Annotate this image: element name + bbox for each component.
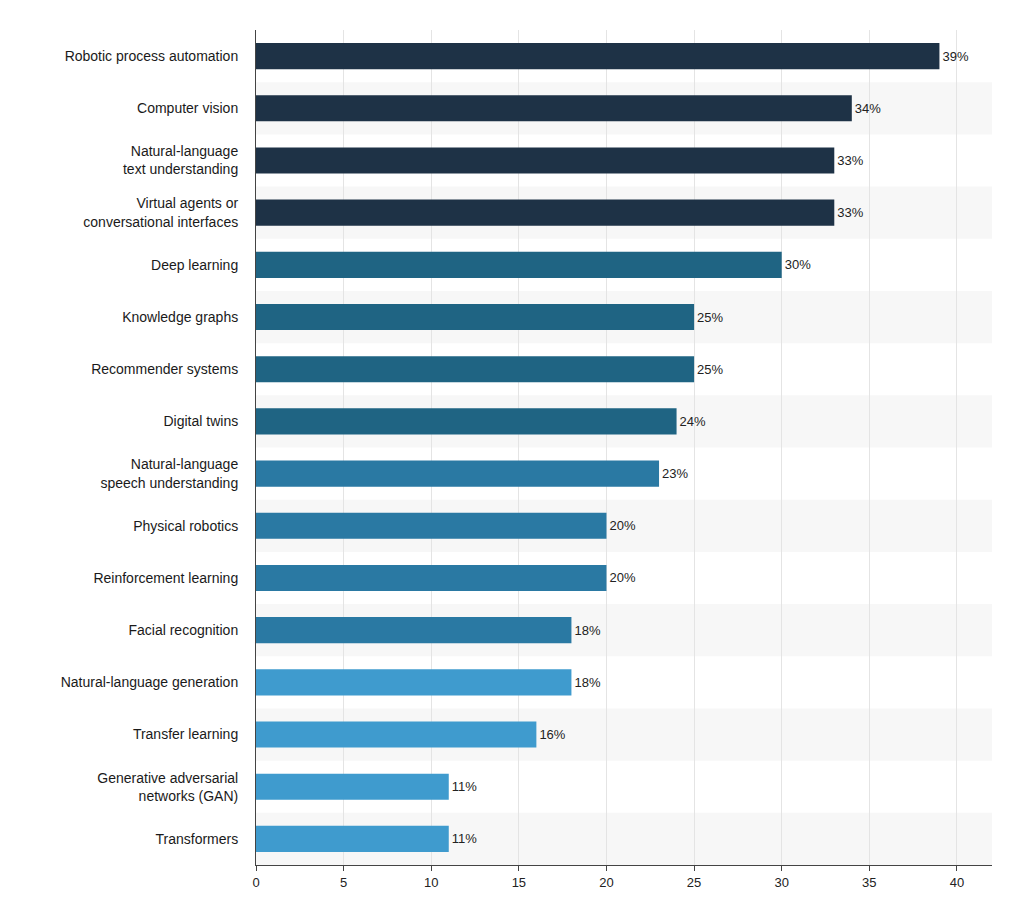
svg-text:Digital twins: Digital twins bbox=[163, 413, 238, 429]
svg-text:30: 30 bbox=[774, 875, 788, 890]
svg-text:35: 35 bbox=[862, 875, 876, 890]
svg-text:Robotic process automation: Robotic process automation bbox=[65, 48, 239, 64]
svg-text:25: 25 bbox=[687, 875, 701, 890]
svg-text:Transfer learning: Transfer learning bbox=[133, 726, 238, 742]
svg-text:24%: 24% bbox=[680, 414, 706, 429]
svg-text:Natural-languagespeech underst: Natural-languagespeech understanding bbox=[100, 456, 238, 490]
svg-text:Generative adversarialnetworks: Generative adversarialnetworks (GAN) bbox=[97, 770, 238, 804]
svg-text:Transformers: Transformers bbox=[155, 831, 238, 847]
svg-text:Physical robotics: Physical robotics bbox=[133, 518, 238, 534]
svg-text:11%: 11% bbox=[452, 779, 477, 794]
svg-text:Natural-languagetext understan: Natural-languagetext understanding bbox=[123, 143, 238, 177]
svg-text:16%: 16% bbox=[539, 727, 565, 742]
svg-text:Natural-language generation: Natural-language generation bbox=[61, 674, 238, 690]
svg-text:40: 40 bbox=[950, 875, 964, 890]
svg-text:25%: 25% bbox=[697, 362, 723, 377]
svg-text:20%: 20% bbox=[609, 570, 635, 585]
svg-text:34%: 34% bbox=[855, 101, 881, 116]
svg-text:39%: 39% bbox=[942, 49, 968, 64]
svg-text:Knowledge graphs: Knowledge graphs bbox=[122, 309, 238, 325]
svg-text:25%: 25% bbox=[697, 310, 723, 325]
svg-text:20: 20 bbox=[599, 875, 613, 890]
svg-text:Reinforcement learning: Reinforcement learning bbox=[93, 570, 238, 586]
svg-text:23%: 23% bbox=[662, 466, 688, 481]
svg-text:Computer vision: Computer vision bbox=[137, 100, 238, 116]
svg-text:30%: 30% bbox=[785, 257, 811, 272]
svg-text:11%: 11% bbox=[452, 831, 477, 846]
svg-text:Virtual agents orconversationa: Virtual agents orconversational interfac… bbox=[83, 195, 238, 229]
svg-text:18%: 18% bbox=[574, 675, 600, 690]
svg-text:10: 10 bbox=[424, 875, 438, 890]
svg-text:Deep learning: Deep learning bbox=[151, 257, 238, 273]
svg-text:Facial recognition: Facial recognition bbox=[128, 622, 238, 638]
svg-text:5: 5 bbox=[340, 875, 347, 890]
svg-text:Recommender systems: Recommender systems bbox=[91, 361, 238, 377]
svg-text:0: 0 bbox=[252, 875, 259, 890]
svg-text:15: 15 bbox=[512, 875, 526, 890]
svg-text:33%: 33% bbox=[837, 205, 863, 220]
svg-text:33%: 33% bbox=[837, 153, 863, 168]
svg-text:18%: 18% bbox=[574, 623, 600, 638]
svg-text:20%: 20% bbox=[609, 518, 635, 533]
